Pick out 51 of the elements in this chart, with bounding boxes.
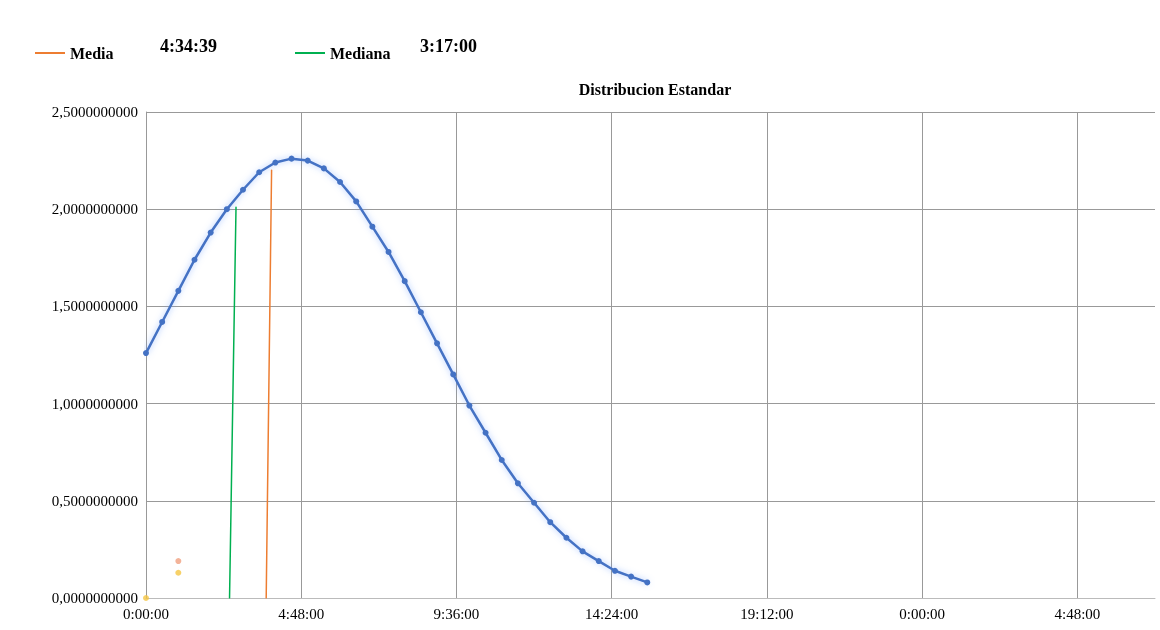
point	[531, 499, 538, 506]
y-tick-label: 2,0000000000	[51, 201, 138, 218]
point	[143, 350, 149, 357]
x-tick-label: 4:48:00	[1054, 605, 1101, 622]
point	[628, 573, 635, 580]
point	[191, 256, 198, 263]
y-tick-label: 0,5000000000	[51, 492, 138, 509]
y-tick-label: 2,5000000000	[51, 104, 138, 120]
chart-title: Distribucion Estandar	[578, 80, 732, 98]
point	[417, 309, 424, 316]
y-tick-label: 1,5000000000	[51, 298, 138, 315]
point	[337, 178, 344, 185]
point	[320, 165, 327, 172]
point	[385, 248, 392, 255]
point	[498, 456, 505, 463]
point	[434, 340, 441, 347]
point	[304, 157, 311, 164]
point	[256, 169, 263, 176]
point	[159, 318, 166, 325]
point	[611, 567, 618, 574]
point	[595, 558, 602, 565]
point	[175, 558, 182, 565]
point	[223, 206, 230, 213]
x-tick-label: 0:00:00	[899, 605, 946, 622]
y-tick-label: 1,0000000000	[51, 395, 138, 412]
point	[482, 429, 489, 436]
legend-label: Media	[70, 44, 114, 62]
x-tick-label: 14:24:00	[585, 605, 639, 622]
x-tick-label: 9:36:00	[433, 605, 480, 622]
x-tick-label: 19:12:00	[740, 605, 794, 622]
legend-label: Mediana	[330, 44, 391, 62]
text: 4:34:39	[160, 36, 217, 56]
y-tick-label: 0,0000000000	[51, 590, 138, 606]
point	[175, 287, 182, 294]
point	[240, 186, 247, 193]
text: 3:17:00	[420, 36, 477, 56]
point	[547, 519, 554, 526]
point	[401, 278, 408, 285]
x-tick-label: 4:48:00	[278, 605, 325, 622]
point	[143, 595, 149, 601]
point	[450, 371, 457, 378]
point	[466, 402, 473, 409]
point	[644, 579, 651, 586]
point	[175, 569, 182, 576]
point	[369, 223, 376, 230]
x-tick-label: 0:00:00	[123, 605, 169, 622]
point	[514, 480, 521, 487]
point	[353, 198, 360, 205]
point	[563, 534, 570, 541]
point	[272, 159, 279, 166]
point	[579, 548, 586, 555]
